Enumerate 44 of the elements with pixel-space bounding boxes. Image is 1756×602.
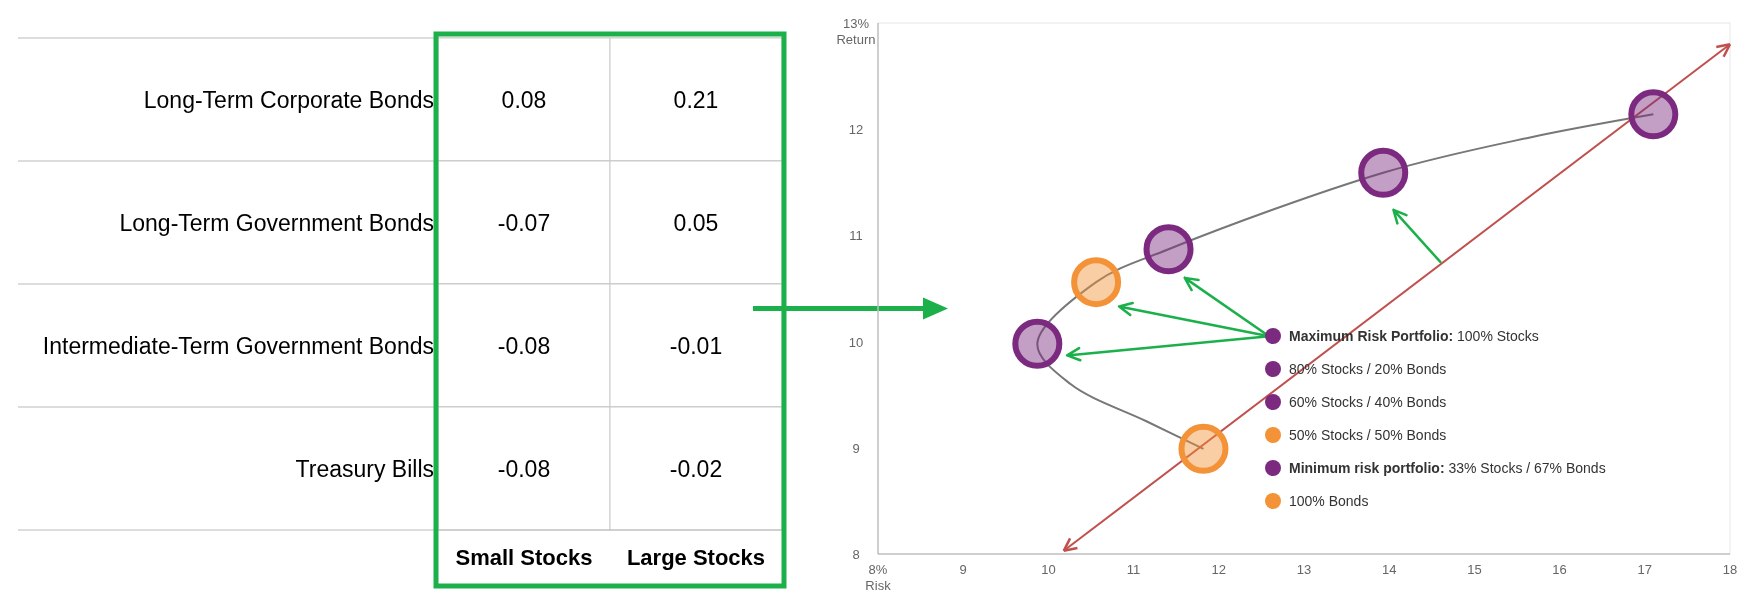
data-label: -0.08 [497, 332, 551, 359]
point [1012, 318, 1063, 369]
x-tick-label: Small Stocks [455, 545, 593, 570]
x-tick-label: 10 [1041, 562, 1056, 577]
x-tick-label: 9 [959, 562, 967, 577]
y-tick-label: 10 [848, 334, 864, 350]
y-tick-label: 8 [852, 547, 860, 562]
x-tick-label: 17 [1637, 562, 1653, 577]
y-tick-label: 13% [842, 16, 870, 31]
x-tick-label: 12 [1211, 562, 1227, 577]
y-tick-label: Long-Term Corporate Bonds [143, 86, 434, 113]
legend-label: 100% Bonds [1289, 493, 1369, 509]
y-tick-label: Intermediate-Term Government Bonds [42, 332, 434, 359]
data-label: 0.05 [673, 209, 719, 236]
x-tick-label: 13 [1296, 562, 1312, 577]
y-tick-label: 9 [852, 440, 860, 456]
point [1178, 423, 1229, 474]
x-tick-label: Large Stocks [626, 545, 766, 570]
point [1358, 147, 1409, 198]
x-tick-label: 8% [868, 562, 888, 577]
y-tick-label: Treasury Bills [295, 455, 434, 482]
data-label: -0.02 [669, 455, 723, 482]
y-axis-title: Return [836, 32, 876, 47]
data-label: -0.07 [497, 209, 551, 236]
y-tick-label: Long-Term Government Bonds [119, 209, 434, 236]
legend-label: 50% Stocks / 50% Bonds [1289, 427, 1447, 443]
x-axis-title: Risk [865, 578, 892, 593]
y-tick-label: 11 [849, 228, 863, 244]
line-series [1036, 113, 1655, 450]
x-tick-label: 14 [1381, 562, 1397, 577]
x-tick-label: 15 [1467, 562, 1482, 577]
point [1071, 257, 1122, 308]
x-tick-label: 16 [1552, 562, 1567, 577]
point [1628, 89, 1679, 140]
data-label: -0.08 [497, 455, 551, 482]
legend-label: Minimum risk portfolio: 33% Stocks / 67% Bonds [1289, 460, 1606, 476]
point [1143, 224, 1194, 275]
data-label: 0.21 [673, 86, 719, 113]
legend-label: 60% Stocks / 40% Bonds [1289, 394, 1447, 410]
data-label: -0.01 [669, 332, 723, 359]
x-tick-label: 18 [1722, 562, 1738, 577]
data-label: 0.08 [501, 86, 547, 113]
x-tick-label: 11 [1126, 562, 1141, 577]
y-tick-label: 12 [848, 122, 864, 138]
